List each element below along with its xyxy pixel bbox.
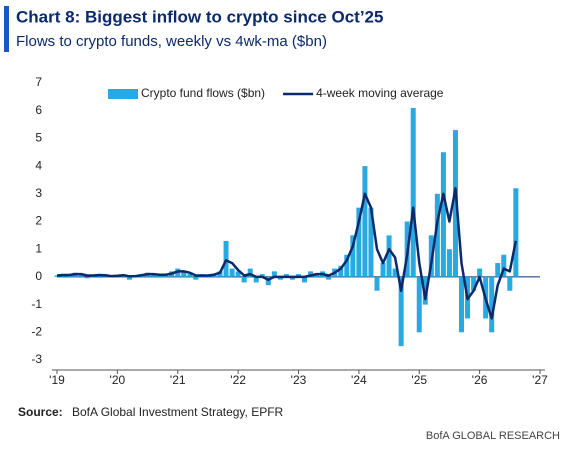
bar bbox=[513, 188, 519, 277]
branding: BofA GLOBAL RESEARCH bbox=[426, 430, 560, 442]
bar bbox=[78, 274, 84, 277]
bar bbox=[54, 275, 60, 277]
x-tick-label: '22 bbox=[230, 373, 246, 387]
bar bbox=[362, 166, 368, 277]
bar bbox=[368, 207, 374, 277]
bar bbox=[495, 263, 501, 277]
chart-title: Chart 8: Biggest inflow to crypto since … bbox=[16, 7, 383, 26]
bar bbox=[386, 235, 392, 277]
x-tick-label: '24 bbox=[351, 373, 367, 387]
bar bbox=[440, 152, 446, 277]
title-accent bbox=[4, 6, 9, 52]
source-label: Source: bbox=[18, 405, 63, 419]
legend-label: 4-week moving average bbox=[316, 86, 444, 100]
y-tick-label: 4 bbox=[35, 158, 42, 172]
x-tick-label: '21 bbox=[170, 373, 186, 387]
y-tick-label: -1 bbox=[31, 297, 42, 311]
bar bbox=[326, 276, 332, 280]
line bbox=[56, 187, 518, 320]
bar bbox=[253, 276, 259, 283]
bar bbox=[277, 276, 283, 280]
bar bbox=[265, 276, 271, 286]
legend-label: Crypto fund flows ($bn) bbox=[141, 86, 265, 100]
x-tick-label: '19 bbox=[49, 373, 65, 387]
legend-swatch bbox=[108, 89, 138, 99]
y-tick-label: 0 bbox=[35, 269, 42, 283]
x-tick-label: '23 bbox=[291, 373, 307, 387]
bar bbox=[471, 276, 477, 291]
bar bbox=[422, 276, 428, 305]
bar bbox=[259, 274, 265, 277]
bar bbox=[223, 240, 229, 277]
bar bbox=[446, 249, 452, 277]
bar bbox=[434, 193, 440, 277]
bar bbox=[151, 274, 157, 277]
bar bbox=[410, 107, 416, 277]
chart-subtitle: Flows to crypto funds, weekly vs 4wk-ma … bbox=[16, 33, 327, 50]
bar bbox=[193, 276, 199, 280]
bar bbox=[229, 268, 235, 277]
bar bbox=[489, 276, 495, 333]
bar bbox=[296, 274, 301, 277]
bar bbox=[477, 268, 483, 277]
y-tick-label: 7 bbox=[35, 75, 42, 89]
bar bbox=[187, 274, 193, 277]
bar bbox=[308, 271, 314, 277]
bar bbox=[235, 271, 241, 277]
bar bbox=[344, 254, 350, 277]
bar bbox=[126, 276, 132, 280]
bar bbox=[181, 271, 187, 277]
bar bbox=[507, 276, 513, 291]
x-tick-label: '27 bbox=[532, 373, 548, 387]
bar bbox=[380, 263, 386, 277]
y-tick-label: -3 bbox=[31, 352, 42, 366]
bar bbox=[350, 235, 356, 277]
bar bbox=[398, 276, 404, 347]
bar bbox=[247, 268, 253, 277]
bar bbox=[314, 274, 320, 277]
y-tick-label: 3 bbox=[35, 186, 42, 200]
x-tick-label: '20 bbox=[110, 373, 126, 387]
bar bbox=[217, 271, 223, 277]
bar bbox=[302, 276, 308, 283]
bar bbox=[289, 276, 295, 280]
bar bbox=[271, 271, 277, 277]
y-tick-label: 5 bbox=[35, 131, 42, 145]
bar bbox=[356, 207, 362, 277]
bar bbox=[392, 268, 398, 277]
y-tick-label: 6 bbox=[35, 103, 42, 117]
bar bbox=[338, 265, 344, 277]
y-tick-label: -2 bbox=[31, 324, 42, 338]
bar bbox=[501, 254, 507, 277]
x-tick-label: '25 bbox=[411, 373, 427, 387]
bar bbox=[84, 276, 90, 279]
bar bbox=[374, 276, 380, 291]
bar bbox=[157, 275, 163, 277]
x-tick-label: '26 bbox=[472, 373, 488, 387]
bar bbox=[241, 276, 247, 283]
source: BofA Global Investment Strategy, EPFR bbox=[72, 405, 284, 419]
y-tick-label: 1 bbox=[35, 241, 42, 255]
y-tick-label: 2 bbox=[35, 214, 42, 228]
bar bbox=[459, 276, 465, 333]
bar bbox=[283, 274, 289, 277]
bar bbox=[416, 276, 422, 333]
